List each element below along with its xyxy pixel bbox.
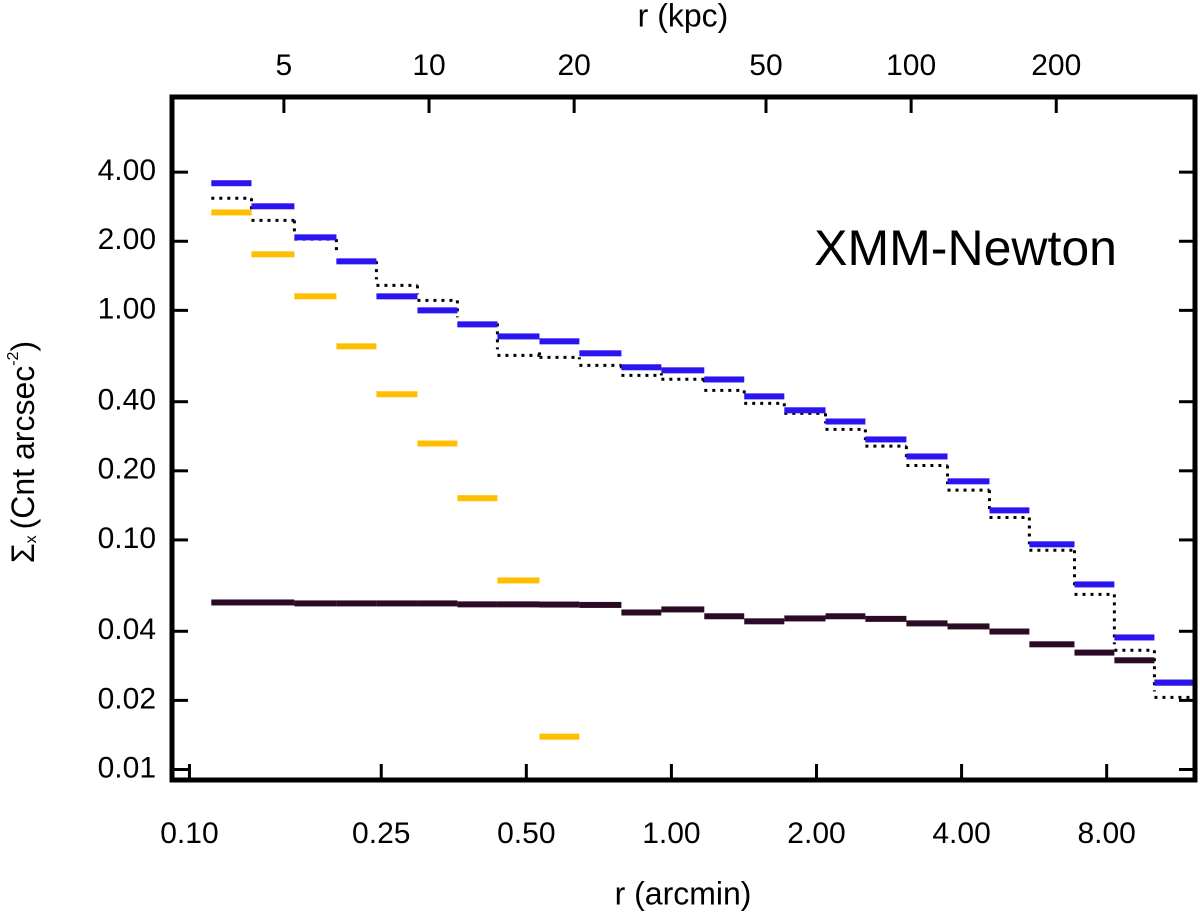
step-bar <box>784 407 826 414</box>
step-bar <box>211 209 252 216</box>
step-bar <box>294 600 337 607</box>
step-bar <box>497 577 540 584</box>
step-bar <box>336 343 377 350</box>
step-bar <box>1114 634 1155 641</box>
x2-tick-label: 10 <box>412 49 445 82</box>
step-bar <box>704 613 745 620</box>
x2-tick-label: 5 <box>276 49 293 82</box>
step-bar <box>376 293 418 300</box>
step-bar <box>989 628 1030 635</box>
step-bar <box>579 601 622 608</box>
y-tick-label: 0.40 <box>98 384 156 417</box>
x-tick-label: 4.00 <box>932 817 990 850</box>
x2-tick-label: 200 <box>1031 49 1081 82</box>
step-bar <box>417 307 458 314</box>
step-bar <box>1029 541 1075 548</box>
step-bar <box>825 418 866 425</box>
step-bar <box>211 180 252 187</box>
step-bar <box>457 601 498 608</box>
x2-axis-label: r (kpc) <box>638 0 729 33</box>
step-bar <box>906 453 948 460</box>
step-bar <box>211 599 252 606</box>
plot-frame <box>169 94 1198 783</box>
x-tick-label: 0.10 <box>160 817 218 850</box>
step-bar <box>376 391 418 398</box>
step-bar <box>704 376 745 383</box>
step-bar <box>744 393 785 400</box>
y-tick-label: 0.02 <box>98 682 156 715</box>
x-tick-label: 2.00 <box>787 817 845 850</box>
y-label-subscript: x <box>23 535 40 543</box>
x-tick-label: 0.50 <box>497 817 555 850</box>
step-bar <box>336 600 377 607</box>
y-tick-label: 0.10 <box>98 522 156 555</box>
step-bar <box>947 478 990 485</box>
step-bar <box>1029 641 1075 648</box>
step-bar <box>417 600 458 607</box>
step-bar <box>497 601 540 608</box>
step-bar <box>417 440 458 447</box>
step-bar <box>1074 581 1115 588</box>
step-bar <box>1154 679 1195 686</box>
y-tick-label: 4.00 <box>98 154 156 187</box>
step-bar <box>251 203 295 210</box>
step-bar <box>539 733 580 740</box>
y-axis-label: Σx (Cnt arcsec-2) <box>5 341 41 563</box>
y-label-close: ) <box>5 341 41 352</box>
step-bar <box>621 609 662 616</box>
step-bar <box>579 350 622 357</box>
y-tick-label: 0.20 <box>98 453 156 486</box>
step-bar <box>989 507 1030 514</box>
y-tick-label: 0.01 <box>98 751 156 784</box>
y-label-unit: (Cnt arcsec <box>5 366 41 530</box>
y-label-symbol: Σ <box>5 543 41 563</box>
step-bar <box>1114 657 1155 664</box>
step-bar <box>661 367 705 374</box>
step-bar <box>621 364 662 371</box>
step-bar <box>539 601 580 608</box>
y-tick-label: 1.00 <box>98 292 156 325</box>
x-tick-label: 0.25 <box>352 817 410 850</box>
step-bar <box>376 600 418 607</box>
x-axis-label: r (arcmin) <box>615 875 752 911</box>
step-bar <box>294 293 337 300</box>
step-bar <box>539 338 580 345</box>
step-bar <box>336 258 377 265</box>
step-bar <box>744 618 785 625</box>
y-tick-label: 0.04 <box>98 613 156 646</box>
step-bar <box>251 599 295 606</box>
x2-tick-label: 100 <box>886 49 936 82</box>
step-bar <box>457 321 498 328</box>
x-tick-label: 1.00 <box>642 817 700 850</box>
plot-marks <box>211 180 1195 740</box>
y-tick-label: 2.00 <box>98 223 156 256</box>
step-bar <box>784 615 826 622</box>
annotation: XMM-Newton <box>814 220 1117 276</box>
x2-tick-label: 20 <box>557 49 590 82</box>
step-bar <box>825 613 866 620</box>
step-bar <box>1074 649 1115 656</box>
step-bar <box>906 620 948 627</box>
step-bar <box>865 615 907 622</box>
step-bar <box>865 436 907 443</box>
step-bar <box>947 623 990 630</box>
y-label-superscript: -2 <box>5 351 22 365</box>
x2-tick-label: 50 <box>749 49 782 82</box>
step-bar <box>457 495 498 502</box>
x-tick-label: 8.00 <box>1077 817 1135 850</box>
step-bar <box>661 606 705 613</box>
step-bar <box>497 333 540 340</box>
step-bar <box>251 251 295 258</box>
step-bar <box>294 234 337 241</box>
